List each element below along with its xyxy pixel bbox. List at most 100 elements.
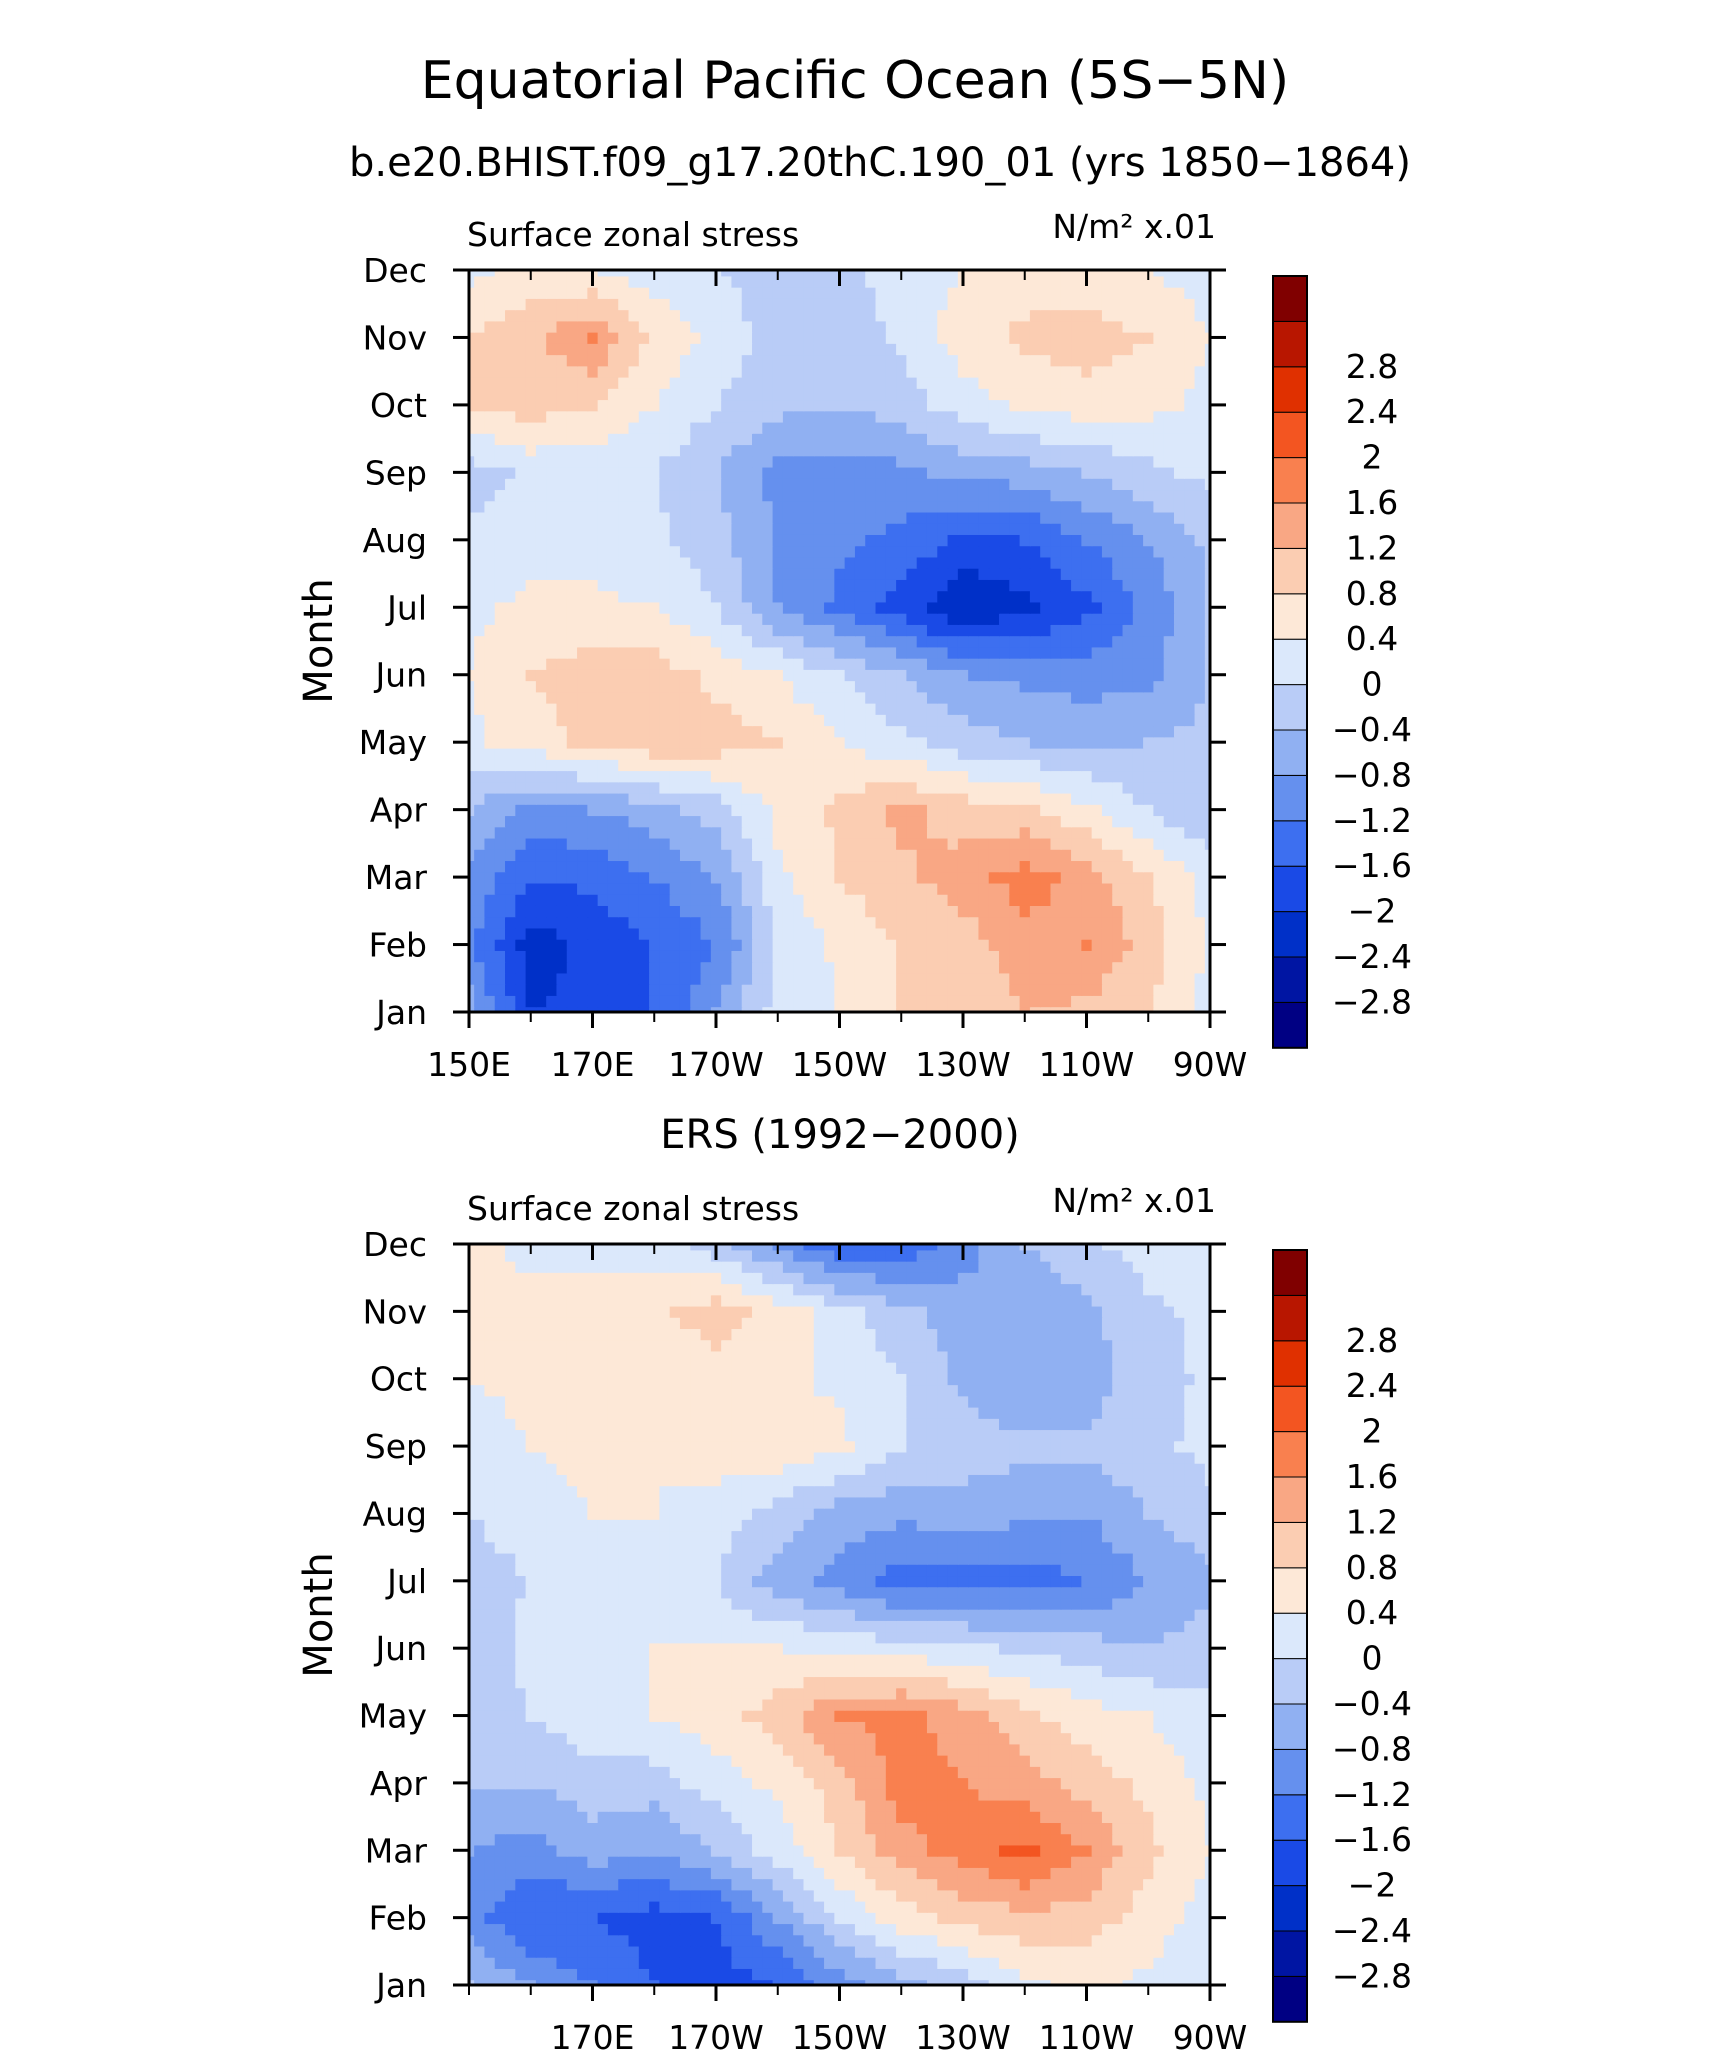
heatmap-cell xyxy=(793,658,804,670)
heatmap-cell xyxy=(731,827,742,839)
heatmap-cell xyxy=(608,557,619,569)
heatmap-cell xyxy=(948,680,959,692)
heatmap-cell xyxy=(1009,995,1020,1007)
heatmap-cell xyxy=(1030,804,1041,816)
heatmap-cell xyxy=(783,433,794,445)
heatmap-cell xyxy=(731,512,742,524)
panel-1-heatmap xyxy=(464,264,1216,1018)
heatmap-cell xyxy=(1102,961,1113,973)
heatmap-cell xyxy=(855,624,866,636)
heatmap-cell xyxy=(701,500,712,512)
heatmap-cell xyxy=(968,782,979,794)
heatmap-cell xyxy=(731,478,742,490)
heatmap-cell xyxy=(845,939,856,951)
heatmap-cell xyxy=(1143,309,1154,321)
heatmap-cell xyxy=(793,973,804,985)
heatmap-cell xyxy=(731,939,742,951)
heatmap-cell xyxy=(1133,613,1144,625)
heatmap-cell xyxy=(731,782,742,794)
heatmap-cell xyxy=(608,579,619,591)
heatmap-cell xyxy=(629,343,640,355)
heatmap-cell xyxy=(752,793,763,805)
heatmap-cell xyxy=(1112,669,1123,681)
heatmap-cell xyxy=(629,354,640,366)
heatmap-cell xyxy=(659,849,670,861)
heatmap-cell xyxy=(526,995,537,1007)
heatmap-cell xyxy=(978,354,989,366)
heatmap-cell xyxy=(618,590,629,602)
heatmap-cell xyxy=(814,523,825,535)
heatmap-cell xyxy=(618,815,629,827)
heatmap-cell xyxy=(845,276,856,288)
heatmap-cell xyxy=(1081,748,1092,760)
heatmap-cell xyxy=(556,456,567,468)
heatmap-cell xyxy=(567,759,578,771)
heatmap-cell xyxy=(670,568,681,580)
heatmap-cell xyxy=(855,332,866,344)
heatmap-cell xyxy=(670,894,681,906)
heatmap-cell xyxy=(989,883,1000,895)
heatmap-cell xyxy=(577,613,588,625)
heatmap-cell xyxy=(474,849,485,861)
heatmap-cell xyxy=(906,467,917,479)
heatmap-cell xyxy=(690,770,701,782)
heatmap-cell xyxy=(978,635,989,647)
heatmap-cell xyxy=(649,489,660,501)
heatmap-cell xyxy=(876,782,887,794)
heatmap-cell xyxy=(690,804,701,816)
heatmap-cell xyxy=(495,635,506,647)
heatmap-cell xyxy=(1092,321,1103,333)
heatmap-cell xyxy=(803,647,814,659)
heatmap-cell xyxy=(577,748,588,760)
heatmap-cell xyxy=(690,332,701,344)
heatmap-cell xyxy=(742,782,753,794)
heatmap-cell xyxy=(1112,782,1123,794)
heatmap-cell xyxy=(618,422,629,434)
heatmap-cell xyxy=(1153,984,1164,996)
heatmap-cell xyxy=(1195,624,1206,636)
heatmap-cell xyxy=(556,590,567,602)
heatmap-cell xyxy=(629,883,640,895)
heatmap-cell xyxy=(505,916,516,928)
heatmap-cell xyxy=(629,602,640,614)
heatmap-cell xyxy=(1153,827,1164,839)
heatmap-cell xyxy=(1009,939,1020,951)
colorbar-box xyxy=(1273,912,1307,957)
heatmap-cell xyxy=(567,680,578,692)
heatmap-cell xyxy=(917,871,928,883)
heatmap-cell xyxy=(1112,973,1123,985)
heatmap-cell xyxy=(1153,467,1164,479)
heatmap-cell xyxy=(629,613,640,625)
heatmap-cell xyxy=(1009,523,1020,535)
heatmap-cell xyxy=(1061,793,1072,805)
heatmap-cell xyxy=(1071,590,1082,602)
heatmap-cell xyxy=(989,444,1000,456)
heatmap-cell xyxy=(1164,860,1175,872)
heatmap-cell xyxy=(680,894,691,906)
heatmap-cell xyxy=(484,478,495,490)
heatmap-cell xyxy=(978,343,989,355)
heatmap-cell xyxy=(474,894,485,906)
heatmap-cell xyxy=(1009,602,1020,614)
heatmap-cell xyxy=(1030,321,1041,333)
heatmap-cell xyxy=(958,309,969,321)
heatmap-cell xyxy=(474,579,485,591)
heatmap-cell xyxy=(989,332,1000,344)
heatmap-cell xyxy=(598,489,609,501)
heatmap-cell xyxy=(1112,444,1123,456)
heatmap-cell xyxy=(536,737,547,749)
heatmap-cell xyxy=(886,534,897,546)
heatmap-cell xyxy=(1040,624,1051,636)
heatmap-cell xyxy=(742,714,753,726)
heatmap-cell xyxy=(824,332,835,344)
heatmap-cell xyxy=(834,444,845,456)
heatmap-cell xyxy=(1164,411,1175,423)
heatmap-cell xyxy=(659,635,670,647)
heatmap-cell xyxy=(989,692,1000,704)
heatmap-cell xyxy=(474,411,485,423)
heatmap-cell xyxy=(845,635,856,647)
heatmap-cell xyxy=(680,332,691,344)
heatmap-cell xyxy=(958,703,969,715)
heatmap-cell xyxy=(896,692,907,704)
heatmap-cell xyxy=(515,815,526,827)
